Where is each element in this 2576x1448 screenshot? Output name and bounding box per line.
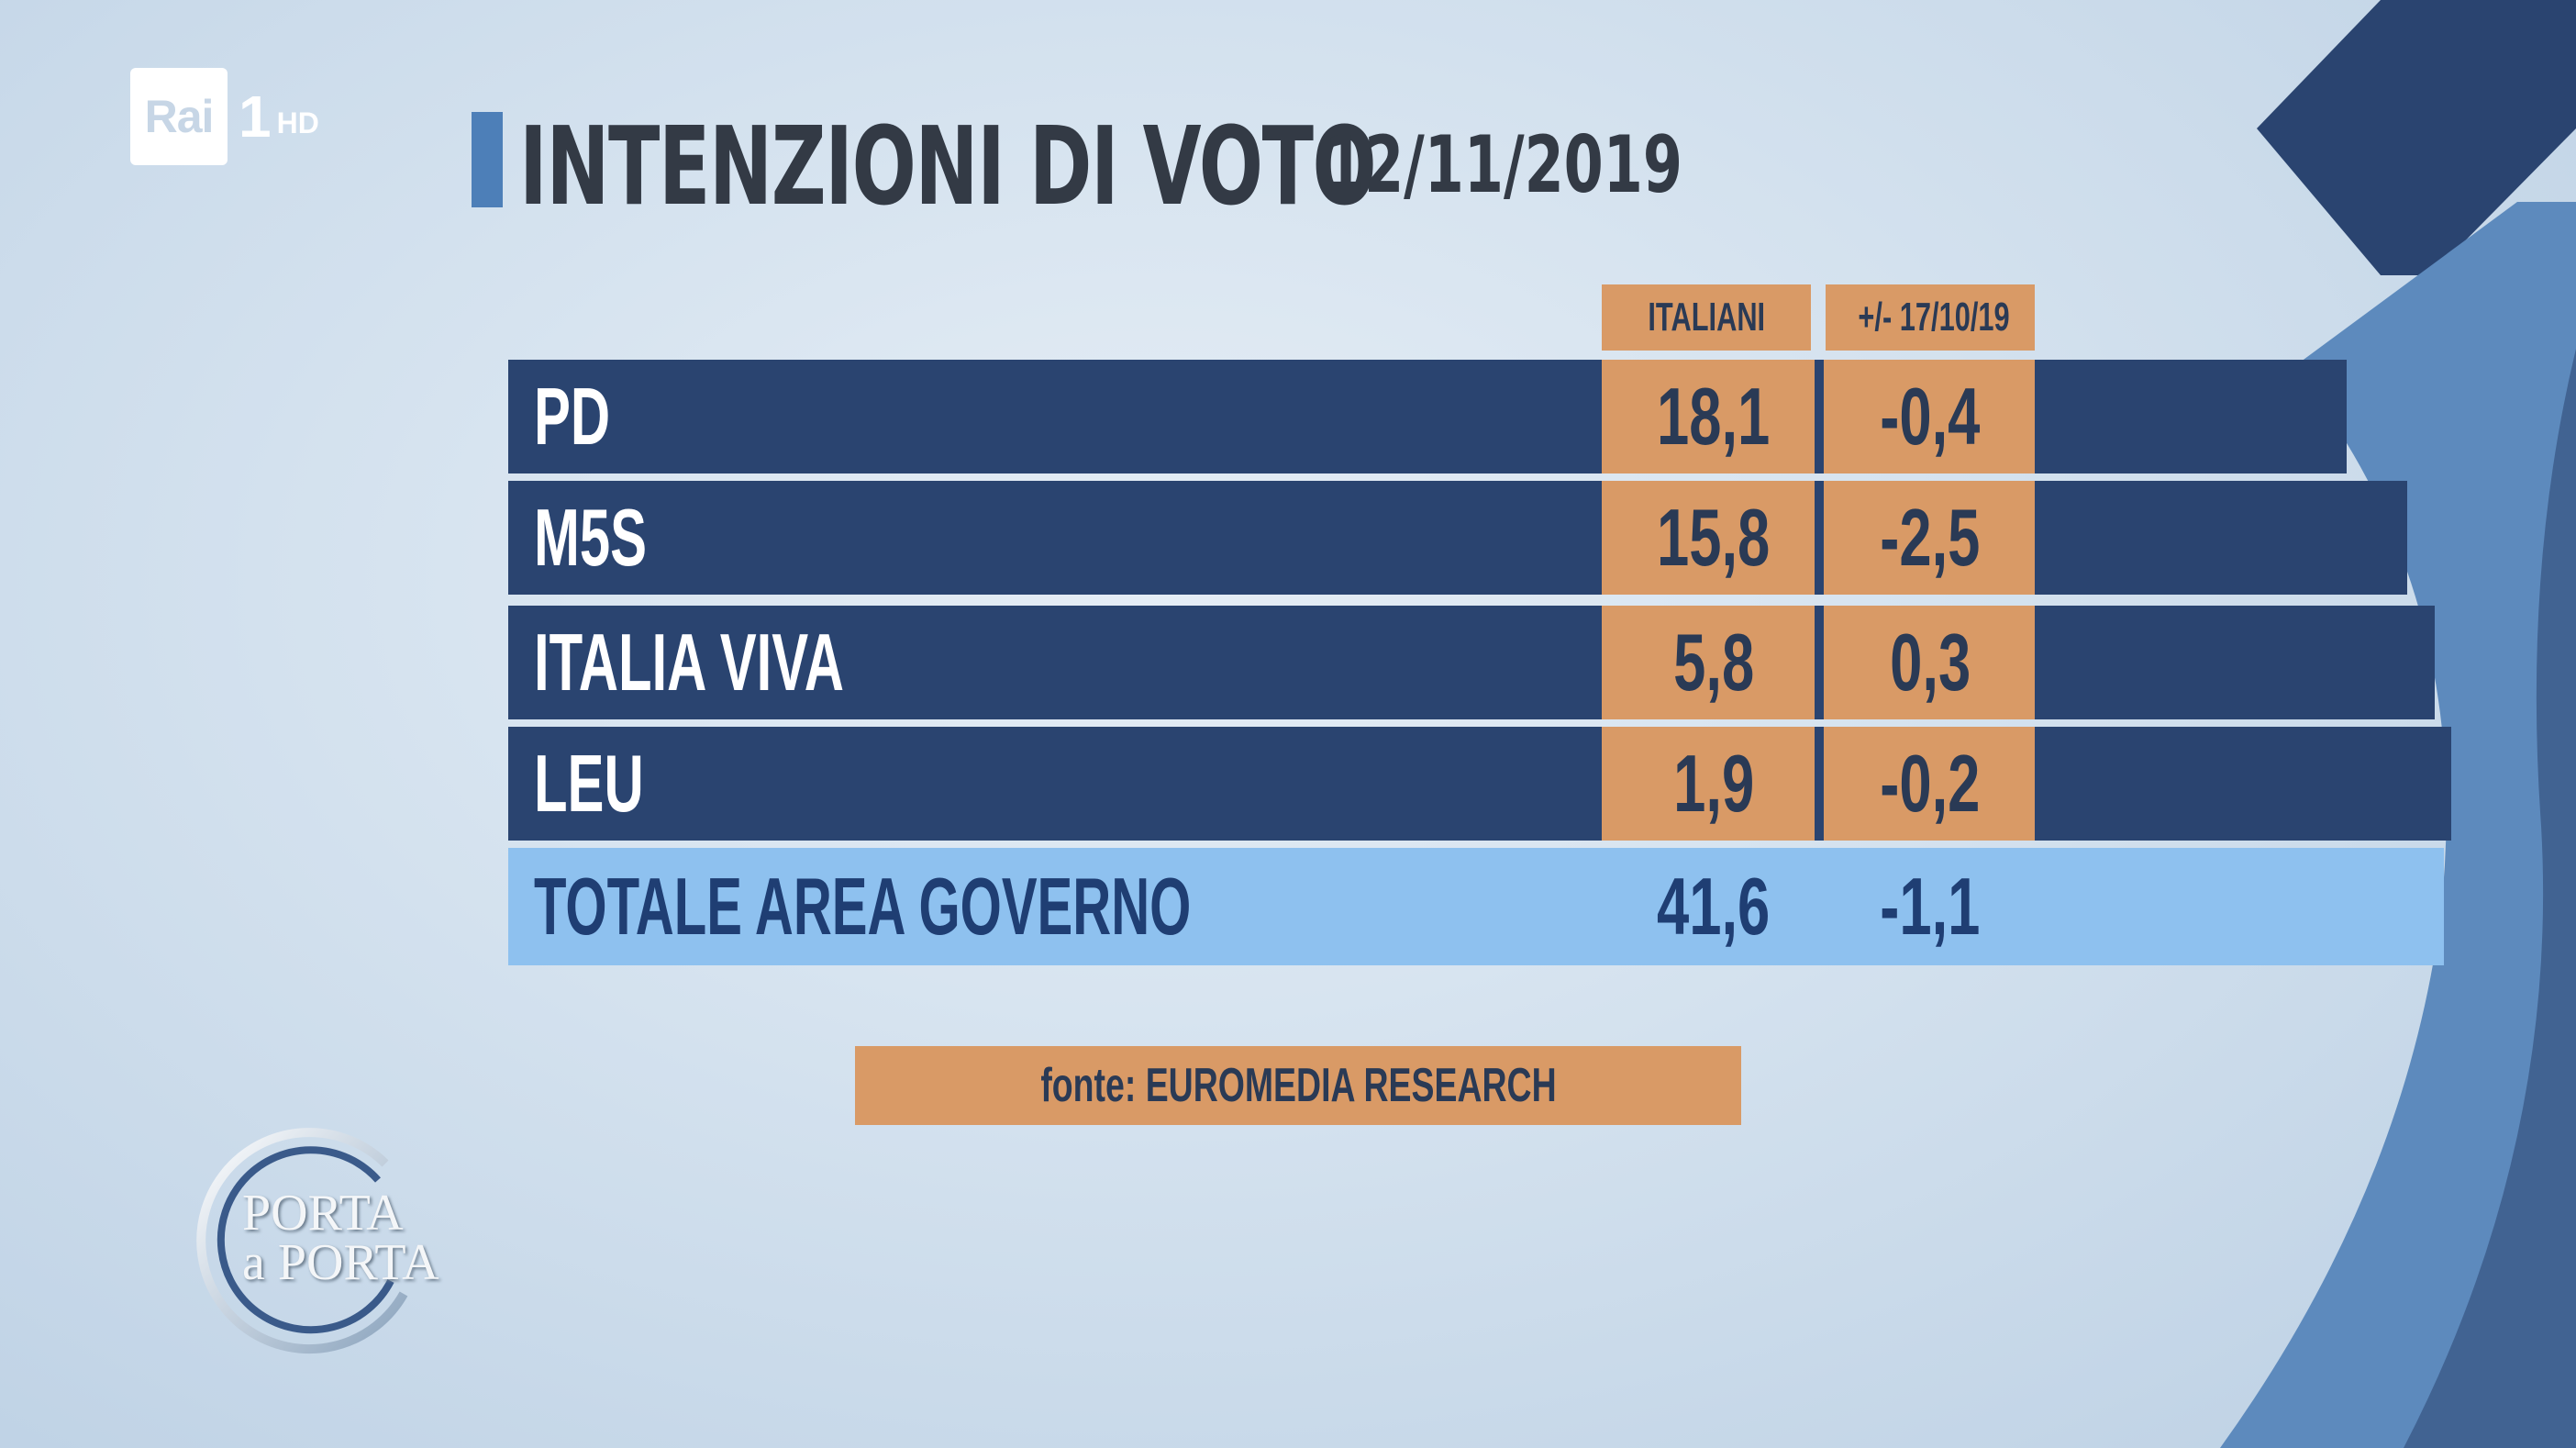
column-header-italiani: ITALIANI <box>1602 284 1811 351</box>
total-value-change: -1,1 <box>1880 861 1981 952</box>
page-title: INTENZIONI DI VOTO 12/11/2019 <box>519 103 1742 229</box>
cell-separator <box>1815 606 1824 719</box>
show-logo: PORTA a PORTA <box>174 1119 468 1358</box>
value-italiani: 18,1 <box>1602 360 1826 473</box>
total-value-italiani: 41,6 <box>1657 861 1771 952</box>
value-italiani: 1,9 <box>1602 727 1826 841</box>
value-change: -2,5 <box>1826 481 2035 595</box>
row-label: LEU <box>534 738 644 829</box>
column-header-change: +/- 17/10/19 <box>1826 284 2035 351</box>
value-italiani: 5,8 <box>1602 606 1826 719</box>
channel-number: 1 <box>239 84 272 150</box>
show-logo-line1: PORTA <box>242 1185 404 1242</box>
title-date: 12/11/2019 <box>1325 119 1682 211</box>
cell-separator <box>1815 727 1824 841</box>
source-note: fonte: EUROMEDIA RESEARCH <box>855 1046 1741 1125</box>
value-change: -0,2 <box>1826 727 2035 841</box>
value-change: -0,4 <box>1826 360 2035 473</box>
show-logo-line2: a PORTA <box>242 1234 439 1291</box>
row-label: PD <box>534 371 611 462</box>
show-logo-ring-icon <box>196 1128 408 1354</box>
title-text: INTENZIONI DI VOTO <box>519 103 1377 229</box>
cell-separator <box>1815 360 1824 473</box>
title-accent-bar <box>472 112 503 207</box>
value-italiani: 15,8 <box>1602 481 1826 595</box>
cell-separator <box>1815 481 1824 595</box>
value-change: 0,3 <box>1826 606 2035 719</box>
hd-badge: HD <box>276 106 319 139</box>
channel-logo: Rai 1 HD <box>130 68 319 165</box>
total-label: TOTALE AREA GOVERNO <box>534 861 1192 952</box>
row-label: M5S <box>534 492 648 583</box>
rai-logo-box: Rai <box>130 68 228 165</box>
table-row-total: TOTALE AREA GOVERNO 41,6 -1,1 <box>508 848 2444 965</box>
row-label: ITALIA VIVA <box>534 617 844 707</box>
